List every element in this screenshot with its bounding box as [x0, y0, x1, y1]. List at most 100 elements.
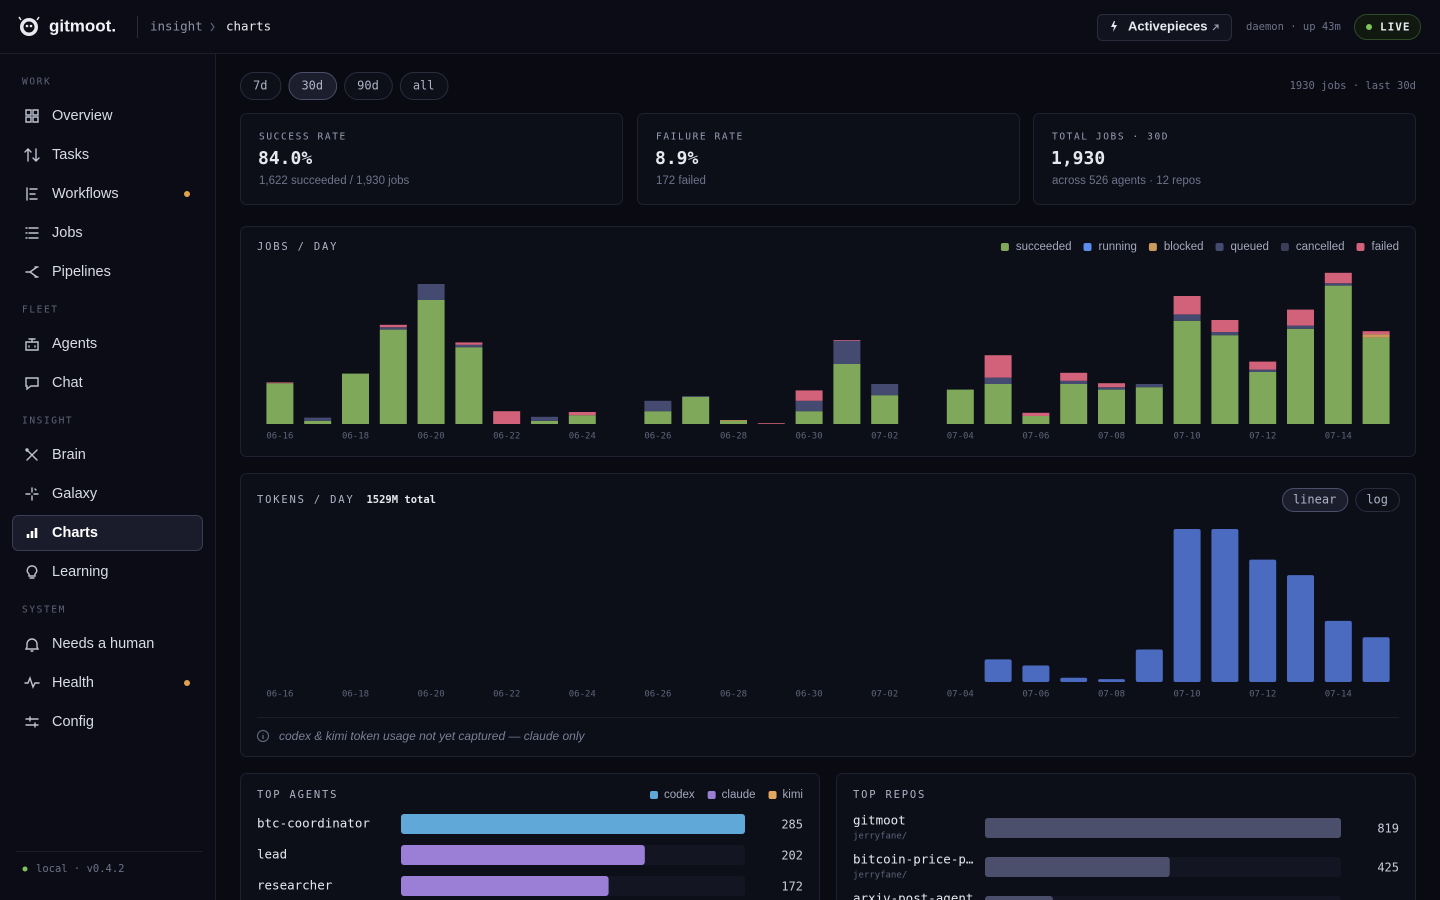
nav-section-title: INSIGHT — [22, 416, 73, 427]
integration-button[interactable] — [1097, 14, 1232, 41]
repo-name[interactable]: bitcoin-price-p… — [853, 852, 974, 867]
scale-toggle[interactable] — [1355, 488, 1400, 512]
stat-value: 84.0% — [258, 148, 312, 169]
icon-path — [25, 716, 39, 728]
nav-icon — [25, 448, 38, 461]
nav-badge — [184, 191, 190, 197]
token-bar — [1211, 529, 1239, 682]
scale-toggle[interactable] — [1281, 488, 1349, 512]
info-icon — [257, 730, 269, 742]
bar-segment — [1211, 335, 1239, 424]
range-label[interactable]: 30d — [301, 79, 323, 93]
nav-section-title: WORK — [22, 77, 51, 88]
nav-item[interactable]: Galaxy — [52, 486, 98, 502]
range-pill[interactable] — [288, 72, 338, 100]
nav-item[interactable]: Tasks — [52, 147, 89, 163]
bar-segment — [1324, 283, 1352, 286]
version: local · v0.4.2 — [36, 863, 125, 875]
agent-name[interactable]: researcher — [257, 878, 333, 893]
x-tick-label: 06-30 — [796, 690, 823, 700]
external-icon — [1212, 24, 1219, 31]
nav-item[interactable]: Workflows — [52, 186, 119, 202]
bar-segment — [379, 324, 407, 328]
bar-segment — [1135, 384, 1163, 388]
range-pill[interactable] — [240, 72, 282, 100]
repo-owner: jerryfane/ — [853, 871, 907, 881]
x-tick-label: 07-08 — [1098, 432, 1125, 442]
breadcrumb[interactable]: insight — [150, 19, 203, 34]
repo-bar — [985, 818, 1341, 838]
nav-item[interactable]: Config — [52, 714, 94, 730]
nav-item[interactable]: Agents — [52, 336, 97, 352]
icon-path — [25, 109, 39, 123]
agent-name[interactable]: lead — [257, 847, 287, 862]
range-pill[interactable] — [399, 72, 449, 100]
x-tick-label: 07-10 — [1174, 690, 1201, 700]
range-label[interactable]: all — [413, 79, 435, 93]
x-tick-label: 07-02 — [871, 432, 898, 442]
nav-item[interactable]: Jobs — [52, 225, 83, 241]
bar-segment — [1173, 320, 1201, 424]
bar-segment — [417, 300, 445, 424]
nav-icon — [25, 716, 39, 728]
x-tick-label: 07-12 — [1249, 432, 1276, 442]
stat-card — [1033, 113, 1416, 205]
integration-name[interactable]: Activepieces — [1128, 18, 1208, 33]
bar-segment — [568, 415, 596, 424]
legend-label: blocked — [1164, 241, 1204, 253]
bar-segment — [682, 396, 710, 397]
nav-item[interactable]: Needs a human — [52, 636, 154, 652]
bar-segment — [379, 329, 407, 424]
range-label[interactable]: 7d — [253, 79, 267, 93]
agent-name[interactable]: btc-coordinator — [257, 816, 370, 831]
chart-title: TOP AGENTS — [257, 789, 338, 801]
legend-swatch — [1148, 243, 1157, 251]
repo-name[interactable]: arxiv-post-agent — [853, 891, 973, 900]
jobs-panel — [240, 226, 1416, 457]
stat-value: 1,930 — [1051, 148, 1105, 169]
x-tick-label: 06-24 — [569, 690, 596, 700]
range-label[interactable]: 90d — [357, 79, 379, 93]
icon-bar — [34, 528, 38, 538]
repo-value: 819 — [1377, 822, 1399, 836]
nav-item[interactable]: Health — [52, 675, 94, 691]
nav-item[interactable]: Overview — [52, 108, 113, 124]
legend-label: succeeded — [1016, 241, 1072, 253]
icon-path — [25, 448, 38, 461]
x-tick-label: 06-16 — [266, 690, 293, 700]
agent-bar — [401, 845, 645, 865]
nav-item[interactable]: Chat — [52, 375, 83, 391]
logo[interactable] — [18, 16, 40, 36]
x-tick-label: 06-30 — [796, 432, 823, 442]
bar-segment — [833, 340, 861, 341]
bar-segment — [833, 364, 861, 424]
nav-badge — [184, 680, 190, 686]
legend-swatch — [649, 791, 658, 799]
bar-segment — [1287, 309, 1314, 326]
nav-item[interactable]: Learning — [52, 564, 108, 580]
bar-segment — [1324, 285, 1352, 424]
x-tick-label: 06-16 — [266, 432, 293, 442]
bar-segment — [493, 411, 521, 424]
bar-segment — [455, 347, 483, 424]
scale-label[interactable]: linear — [1293, 493, 1336, 507]
nav-item[interactable]: Pipelines — [52, 264, 111, 280]
x-tick-label: 06-18 — [342, 432, 369, 442]
nav-icon — [26, 565, 38, 579]
legend-swatch — [768, 791, 777, 799]
stat-value: 8.9% — [655, 148, 699, 169]
nav-item[interactable]: Brain — [52, 447, 86, 463]
bar-segment — [871, 395, 899, 424]
x-tick-label: 07-06 — [1022, 690, 1049, 700]
repo-name[interactable]: gitmoot — [853, 813, 906, 828]
x-tick-label: 07-04 — [947, 690, 974, 700]
nav-active-bg — [12, 515, 203, 551]
repo-value: 425 — [1377, 861, 1399, 875]
range-pill[interactable] — [344, 72, 393, 100]
range-summary: 1930 jobs · last 30d — [1290, 80, 1416, 92]
icon-path — [24, 675, 40, 689]
nav-item[interactable]: Charts — [52, 525, 98, 541]
icon-path — [25, 266, 39, 278]
scale-label[interactable]: log — [1366, 493, 1388, 507]
